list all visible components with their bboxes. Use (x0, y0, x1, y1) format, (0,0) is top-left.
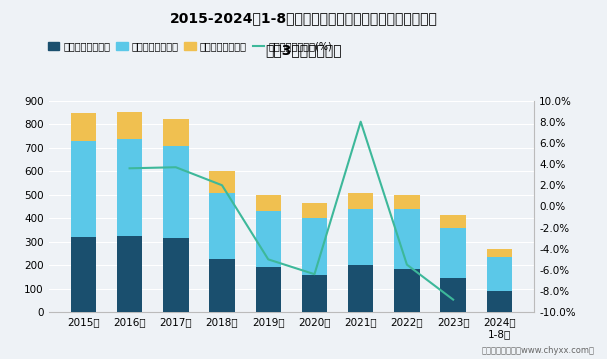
Bar (394, 195, 419, 209)
Bar (441, 228, 466, 278)
Bar (348, 265, 373, 312)
Text: 2015-2024年1-8月木材加工和木、竹、藤、棕、草制品业: 2015-2024年1-8月木材加工和木、竹、藤、棕、草制品业 (169, 11, 438, 25)
Bar (302, 275, 327, 312)
Bar (487, 291, 512, 312)
Bar (256, 195, 281, 211)
Bar (348, 194, 373, 209)
Bar (441, 215, 466, 228)
Bar (209, 171, 235, 194)
Text: 企业3类费用统计图: 企业3类费用统计图 (265, 43, 342, 57)
Bar (117, 112, 142, 139)
Bar (394, 269, 419, 312)
Bar (163, 119, 189, 146)
Bar (163, 238, 189, 312)
Bar (117, 139, 142, 236)
Bar (256, 211, 281, 267)
Bar (70, 141, 96, 237)
Bar (487, 249, 512, 257)
Bar (487, 257, 512, 291)
Bar (302, 203, 327, 218)
Bar (256, 267, 281, 312)
Text: 制图：智研咨询（www.chyxx.com）: 制图：智研咨询（www.chyxx.com） (482, 346, 595, 355)
Legend: 销售费用（亿元）, 管理费用（亿元）, 财务费用（亿元）, 销售费用累计增长(%): 销售费用（亿元）, 管理费用（亿元）, 财务费用（亿元）, 销售费用累计增长(%… (44, 38, 336, 55)
Bar (209, 259, 235, 312)
Bar (117, 236, 142, 312)
Bar (441, 278, 466, 312)
Bar (70, 237, 96, 312)
Bar (348, 209, 373, 265)
Bar (70, 113, 96, 141)
Bar (302, 218, 327, 275)
Bar (209, 194, 235, 259)
Bar (394, 209, 419, 269)
Bar (163, 146, 189, 238)
